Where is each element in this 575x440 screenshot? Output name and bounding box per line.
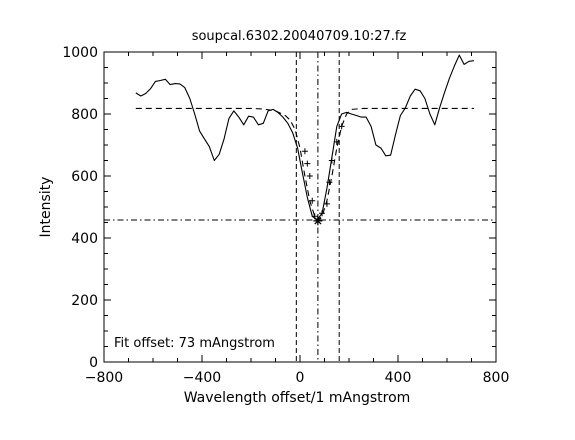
fit-curve-line: [135, 107, 474, 221]
plot-frame: [103, 51, 497, 363]
fit-point-marker: [328, 157, 335, 164]
x-tick-label: 400: [385, 370, 412, 386]
y-tick-label: 0: [89, 355, 98, 371]
fit-point-marker: [338, 123, 345, 130]
fit-point-marker: [301, 148, 308, 155]
y-tick-label: 600: [71, 169, 98, 185]
y-tick-label: 400: [71, 231, 98, 247]
fit-point-marker: [323, 200, 330, 207]
fit-offset-annotation: Fit offset: 73 mAngstrom: [114, 336, 275, 351]
fit-point-marker: [309, 197, 316, 204]
fit-point-marker: [333, 138, 340, 145]
fit-point-marker: [304, 160, 311, 167]
x-tick-label: −800: [85, 370, 123, 386]
y-tick-label: 800: [71, 107, 98, 123]
y-tick-label: 200: [71, 293, 98, 309]
y-axis-ticks: 0 200 400 600 800 1000: [62, 45, 496, 371]
x-tick-label: 0: [296, 370, 305, 386]
plot-content: [104, 52, 496, 362]
x-tick-label: −400: [183, 370, 221, 386]
fit-center-marker: [313, 216, 323, 226]
y-axis-label: Intensity: [38, 177, 54, 238]
x-axis-ticks: −800 −400 0 400 800: [85, 52, 510, 386]
x-tick-label: 800: [483, 370, 510, 386]
intensity-profile-line: [135, 54, 474, 221]
chart-title: soupcal.6302.20040709.10:27.fz: [192, 29, 407, 44]
fit-point-marker: [319, 210, 326, 217]
fit-point-marker: [326, 179, 333, 186]
x-axis-label: Wavelength offset/1 mAngstrom: [184, 390, 411, 406]
y-tick-label: 1000: [62, 45, 98, 61]
fit-point-marker: [306, 173, 313, 179]
